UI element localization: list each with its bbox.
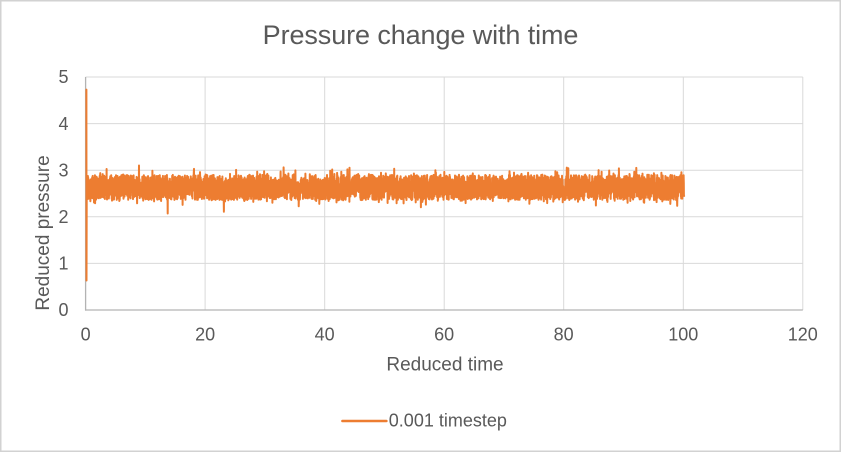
svg-text:Pressure change with time: Pressure change with time xyxy=(263,20,579,50)
svg-text:0: 0 xyxy=(58,300,68,320)
svg-text:80: 80 xyxy=(554,325,574,345)
svg-text:1: 1 xyxy=(58,254,68,274)
svg-text:2: 2 xyxy=(58,207,68,227)
svg-text:40: 40 xyxy=(315,325,335,345)
svg-text:3: 3 xyxy=(58,160,68,180)
svg-text:0: 0 xyxy=(81,325,91,345)
svg-text:4: 4 xyxy=(58,114,68,134)
svg-text:60: 60 xyxy=(434,325,454,345)
svg-text:Reduced time: Reduced time xyxy=(386,355,503,376)
svg-text:120: 120 xyxy=(788,325,818,345)
svg-text:20: 20 xyxy=(195,325,215,345)
svg-text:100: 100 xyxy=(668,325,698,345)
svg-text:5: 5 xyxy=(58,67,68,87)
svg-text:0.001 timestep: 0.001 timestep xyxy=(389,410,507,430)
svg-text:Reduced pressure: Reduced pressure xyxy=(33,155,54,310)
